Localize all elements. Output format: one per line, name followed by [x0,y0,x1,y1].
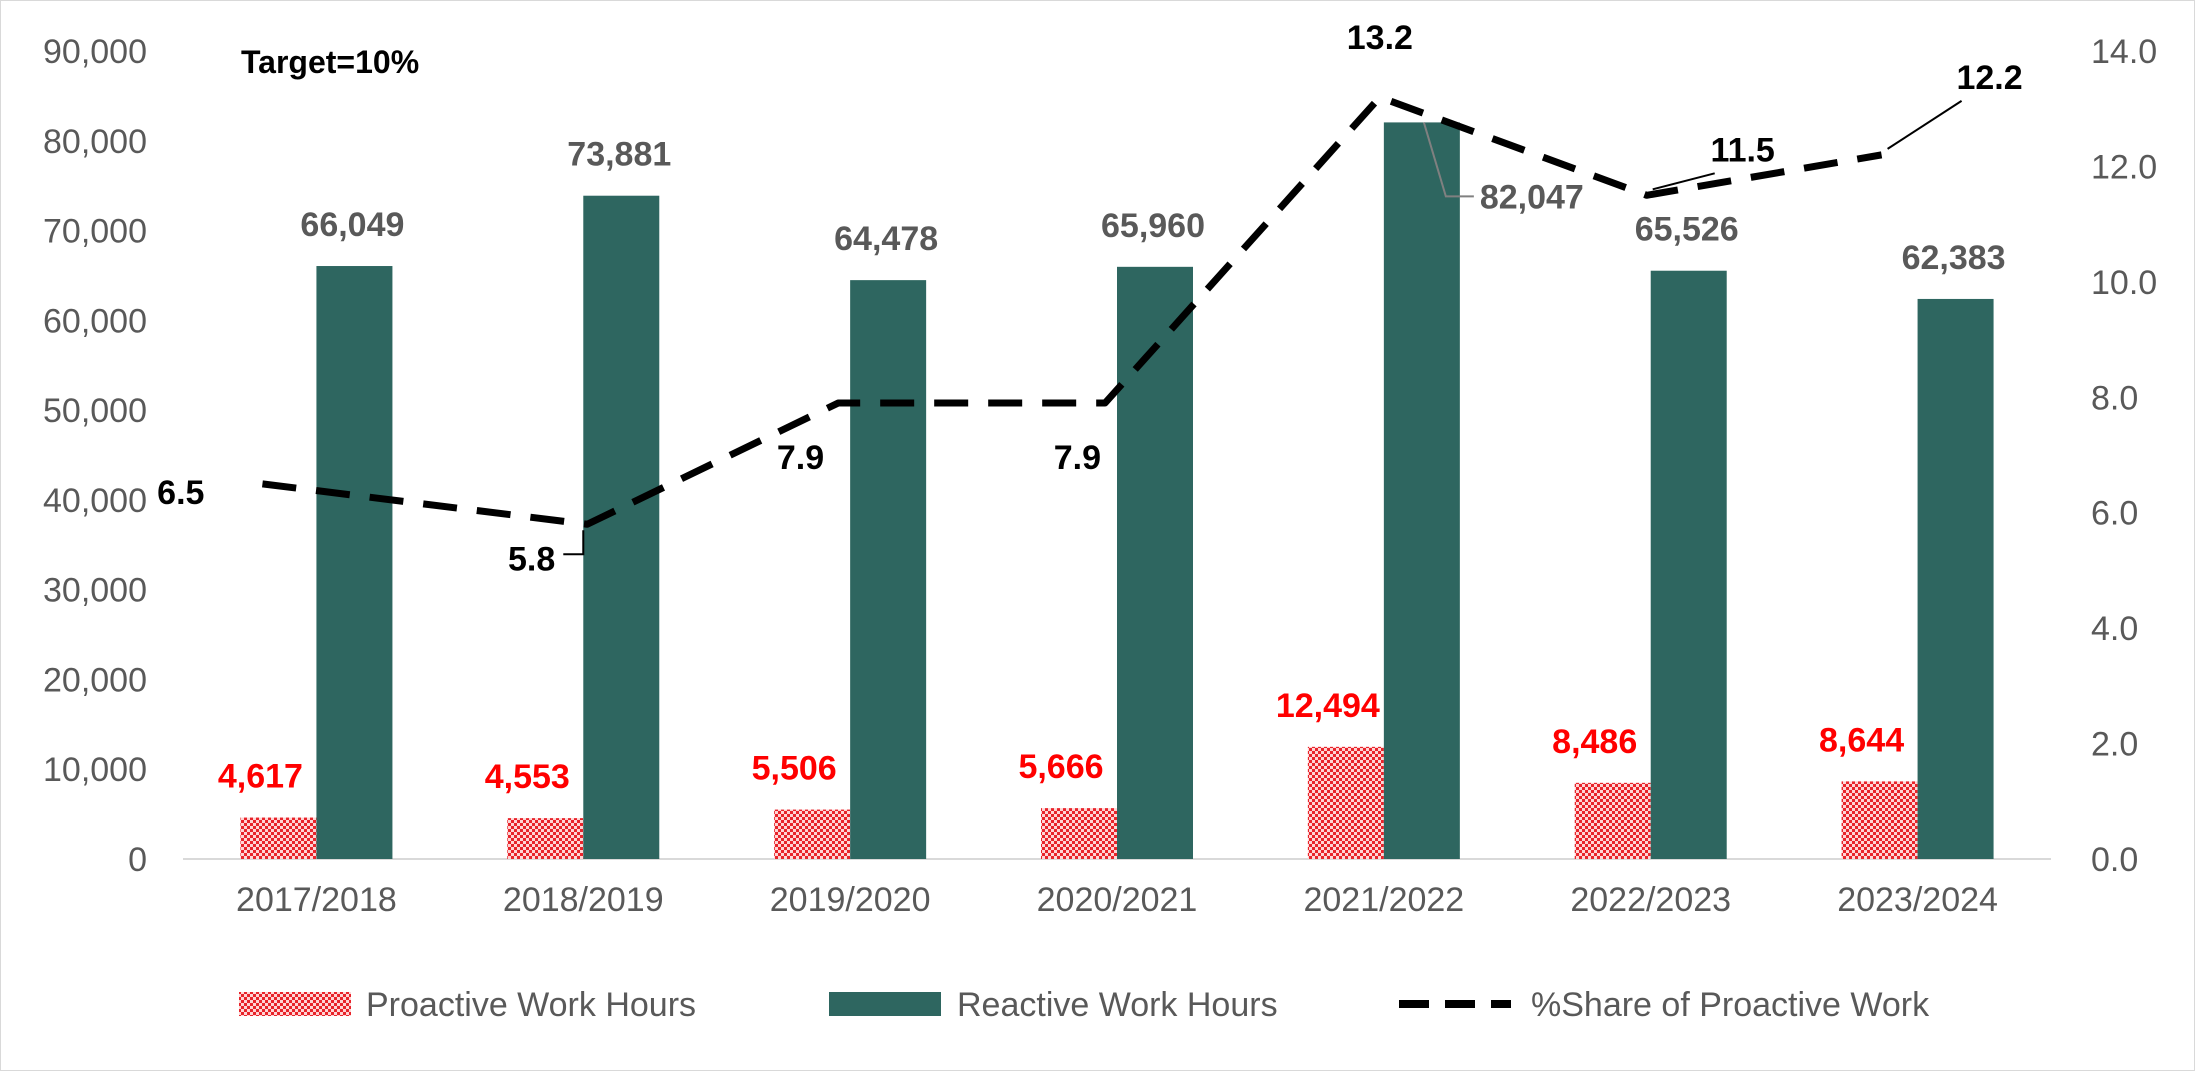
legend-swatch-proactive [239,992,351,1016]
x-tick-label: 2018/2019 [503,881,664,919]
share-value-label: 7.9 [1054,439,1101,477]
reactive-value-label: 64,478 [834,220,938,258]
proactive-bar [507,818,584,859]
reactive-bar [850,280,927,859]
share-value-label: 13.2 [1347,19,1413,57]
proactive-value-label: 4,617 [218,758,303,796]
y-right-tick-label: 2.0 [2091,726,2138,764]
y-left-tick-label: 10,000 [43,751,147,789]
proactive-bar [1574,782,1651,859]
proactive-value-label: 8,486 [1552,723,1637,761]
share-line [261,93,1883,528]
share-value-label: 11.5 [1711,131,1775,169]
reactive-bar [583,195,660,860]
x-tick-label: 2017/2018 [236,881,397,919]
proactive-value-label: 4,553 [485,758,570,796]
y-right-tick-label: 6.0 [2091,495,2138,533]
proactive-value-label: 5,666 [1018,748,1103,786]
proactive-bar [1041,808,1117,859]
reactive-value-label: 66,049 [300,206,404,244]
share-leader-line [563,530,585,556]
y-right-tick-label: 0.0 [2091,841,2138,879]
y-left-tick-label: 70,000 [43,213,147,251]
proactive-bar [1841,781,1918,859]
reactive-bar [1117,266,1193,859]
reactive-bar [1917,298,1994,859]
y-right-tick-label: 4.0 [2091,610,2138,648]
x-tick-label: 2022/2023 [1570,881,1731,919]
y-left-tick-label: 0 [128,841,147,879]
proactive-bar [774,809,851,859]
y-left-tick-label: 80,000 [43,123,147,161]
reactive-value-label: 65,526 [1635,211,1739,249]
y-left-tick-label: 20,000 [43,661,147,699]
reactive-value-label: 62,383 [1902,239,2006,277]
y-left-tick-label: 50,000 [43,392,147,430]
share-value-label: 7.9 [777,439,824,477]
reactive-bar [316,266,393,860]
proactive-bar [1307,746,1384,859]
y-right-tick-label: 10.0 [2091,264,2157,302]
y-left-tick-label: 90,000 [43,33,147,71]
proactive-value-label: 12,494 [1276,687,1380,725]
y-left-tick-label: 30,000 [43,572,147,610]
share-value-label: 6.5 [157,474,204,512]
share-value-label: 12.2 [1956,59,2022,97]
legend-swatch-reactive [829,992,941,1016]
x-tick-label: 2023/2024 [1837,881,1998,919]
reactive-value-label: 65,960 [1101,207,1205,245]
reactive-value-label: 73,881 [567,136,671,174]
legend-label-proactive: Proactive Work Hours [366,986,696,1024]
y-right-tick-label: 12.0 [2091,148,2157,186]
x-tick-label: 2021/2022 [1303,881,1464,919]
legend: Proactive Work Hours Reactive Work Hours%… [239,986,1930,1024]
axes: 0 10,000 20,000 30,000 40,000 50,000 60,000 70,… [43,33,2157,919]
share-line-path [261,93,1883,528]
reactive-bar [1650,270,1727,859]
y-left-tick-label: 40,000 [43,482,147,520]
x-tick-label: 2020/2021 [1037,881,1198,919]
x-tick-label: 2019/2020 [770,881,931,919]
y-left-tick-label: 60,000 [43,302,147,340]
reactive-bar [1383,122,1460,859]
target-annotation: Target=10% [241,44,419,80]
proactive-bar [240,817,317,859]
data-labels: 4,617 4,553 5,506 5,666 12,494 8,486 8,644 66,0… [157,19,2023,796]
legend-label-share: %Share of Proactive Work [1531,986,1930,1024]
legend-label-reactive: Reactive Work Hours [957,986,1278,1024]
bars [240,122,1994,860]
share-leader-line [1652,172,1715,191]
reactive-value-label: 82,047 [1480,178,1584,216]
y-right-tick-label: 8.0 [2091,379,2138,417]
reactive-leader-line [1422,122,1474,198]
share-leader-line [1887,100,1963,150]
y-right-tick-label: 14.0 [2091,33,2157,71]
proactive-value-label: 5,506 [752,750,837,788]
share-value-label: 5.8 [508,540,555,578]
proactive-value-label: 8,644 [1819,721,1904,759]
